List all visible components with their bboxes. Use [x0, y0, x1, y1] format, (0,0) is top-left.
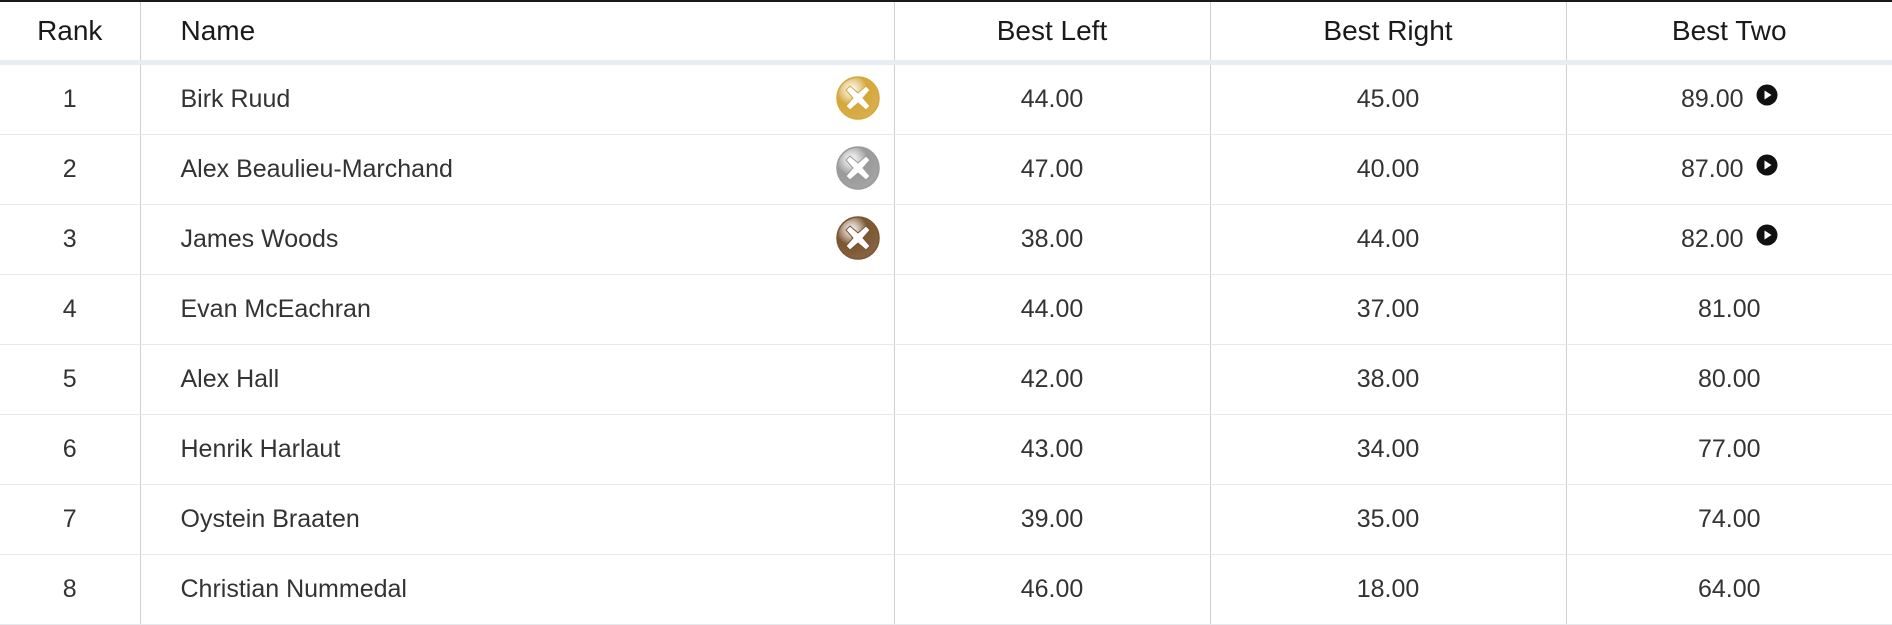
header-best-right[interactable]: Best Right: [1209, 2, 1566, 65]
best-two-cell: 74.00: [1565, 484, 1892, 555]
best-left-cell: 43.00: [893, 414, 1210, 485]
best-two-cell: 64.00: [1565, 554, 1892, 625]
name-cell: James Woods: [139, 204, 894, 275]
header-best-left[interactable]: Best Left: [893, 2, 1210, 65]
best-right-cell: 37.00: [1209, 274, 1566, 345]
athlete-name[interactable]: Henrik Harlaut: [180, 435, 341, 463]
play-video-icon[interactable]: [1756, 84, 1778, 113]
table-row[interactable]: 4 Evan McEachran 44.00 37.00 81.00: [0, 274, 1892, 345]
best-two-cell: 81.00: [1565, 274, 1892, 345]
best-two-cell: 82.00: [1565, 204, 1892, 275]
name-cell: Birk Ruud: [139, 62, 894, 135]
best-two-value: 89.00: [1680, 85, 1744, 113]
best-left-cell: 44.00: [893, 62, 1210, 135]
best-two-value: 77.00: [1697, 435, 1761, 463]
table-row[interactable]: 5 Alex Hall 42.00 38.00 80.00: [0, 344, 1892, 415]
athlete-name[interactable]: James Woods: [180, 225, 339, 253]
table-row[interactable]: 7 Oystein Braaten 39.00 35.00 74.00: [0, 484, 1892, 555]
name-cell: Alex Hall: [139, 344, 894, 415]
name-cell: Christian Nummedal: [139, 554, 894, 625]
play-video-icon[interactable]: [1756, 224, 1778, 253]
best-right-cell: 18.00: [1209, 554, 1566, 625]
header-rank[interactable]: Rank: [0, 2, 140, 65]
name-cell: Evan McEachran: [139, 274, 894, 345]
table-row[interactable]: 2 Alex Beaulieu-Marchand 47.00 40.00 87.00: [0, 134, 1892, 205]
athlete-name[interactable]: Alex Beaulieu-Marchand: [180, 155, 453, 183]
best-two-cell: 77.00: [1565, 414, 1892, 485]
best-left-cell: 44.00: [893, 274, 1210, 345]
best-left-cell: 38.00: [893, 204, 1210, 275]
best-left-cell: 47.00: [893, 134, 1210, 205]
best-right-cell: 34.00: [1209, 414, 1566, 485]
header-best-two[interactable]: Best Two: [1565, 2, 1892, 65]
rank-cell: 5: [0, 344, 140, 415]
best-two-value: 74.00: [1697, 505, 1761, 533]
rank-cell: 4: [0, 274, 140, 345]
table-row[interactable]: 8 Christian Nummedal 46.00 18.00 64.00: [0, 554, 1892, 625]
best-two-cell: 87.00: [1565, 134, 1892, 205]
rank-cell: 3: [0, 204, 140, 275]
best-left-cell: 39.00: [893, 484, 1210, 555]
athlete-name[interactable]: Alex Hall: [180, 365, 280, 393]
rank-cell: 6: [0, 414, 140, 485]
top-border: [0, 0, 1892, 2]
best-two-value: 80.00: [1697, 365, 1761, 393]
athlete-name[interactable]: Oystein Braaten: [180, 505, 360, 533]
table-row[interactable]: 6 Henrik Harlaut 43.00 34.00 77.00: [0, 414, 1892, 485]
bronze-medal-icon: [835, 215, 880, 260]
header-name[interactable]: Name: [139, 2, 894, 65]
athlete-name[interactable]: Evan McEachran: [180, 295, 371, 323]
best-right-cell: 45.00: [1209, 62, 1566, 135]
play-video-icon[interactable]: [1756, 154, 1778, 183]
rank-cell: 8: [0, 554, 140, 625]
best-two-value: 64.00: [1697, 575, 1761, 603]
table-row[interactable]: 3 James Woods 38.00 44.00 82.00: [0, 204, 1892, 275]
best-right-cell: 44.00: [1209, 204, 1566, 275]
silver-medal-icon: [835, 145, 880, 190]
name-cell: Alex Beaulieu-Marchand: [139, 134, 894, 205]
best-right-cell: 40.00: [1209, 134, 1566, 205]
best-right-cell: 35.00: [1209, 484, 1566, 555]
best-two-cell: 80.00: [1565, 344, 1892, 415]
best-left-cell: 46.00: [893, 554, 1210, 625]
best-two-value: 87.00: [1680, 155, 1744, 183]
best-two-cell: 89.00: [1565, 62, 1892, 135]
best-two-value: 81.00: [1697, 295, 1761, 323]
header-row: Rank Name Best Left Best Right Best Two: [0, 2, 1892, 65]
best-right-cell: 38.00: [1209, 344, 1566, 415]
athlete-name[interactable]: Christian Nummedal: [180, 575, 407, 603]
athlete-name[interactable]: Birk Ruud: [180, 85, 291, 113]
name-cell: Henrik Harlaut: [139, 414, 894, 485]
rank-cell: 7: [0, 484, 140, 555]
rank-cell: 2: [0, 134, 140, 205]
best-left-cell: 42.00: [893, 344, 1210, 415]
gold-medal-icon: [835, 75, 880, 120]
table-row[interactable]: 1 Birk Ruud 44.00 45.00 89.00: [0, 62, 1892, 135]
name-cell: Oystein Braaten: [139, 484, 894, 555]
rank-cell: 1: [0, 62, 140, 135]
best-two-value: 82.00: [1680, 225, 1744, 253]
